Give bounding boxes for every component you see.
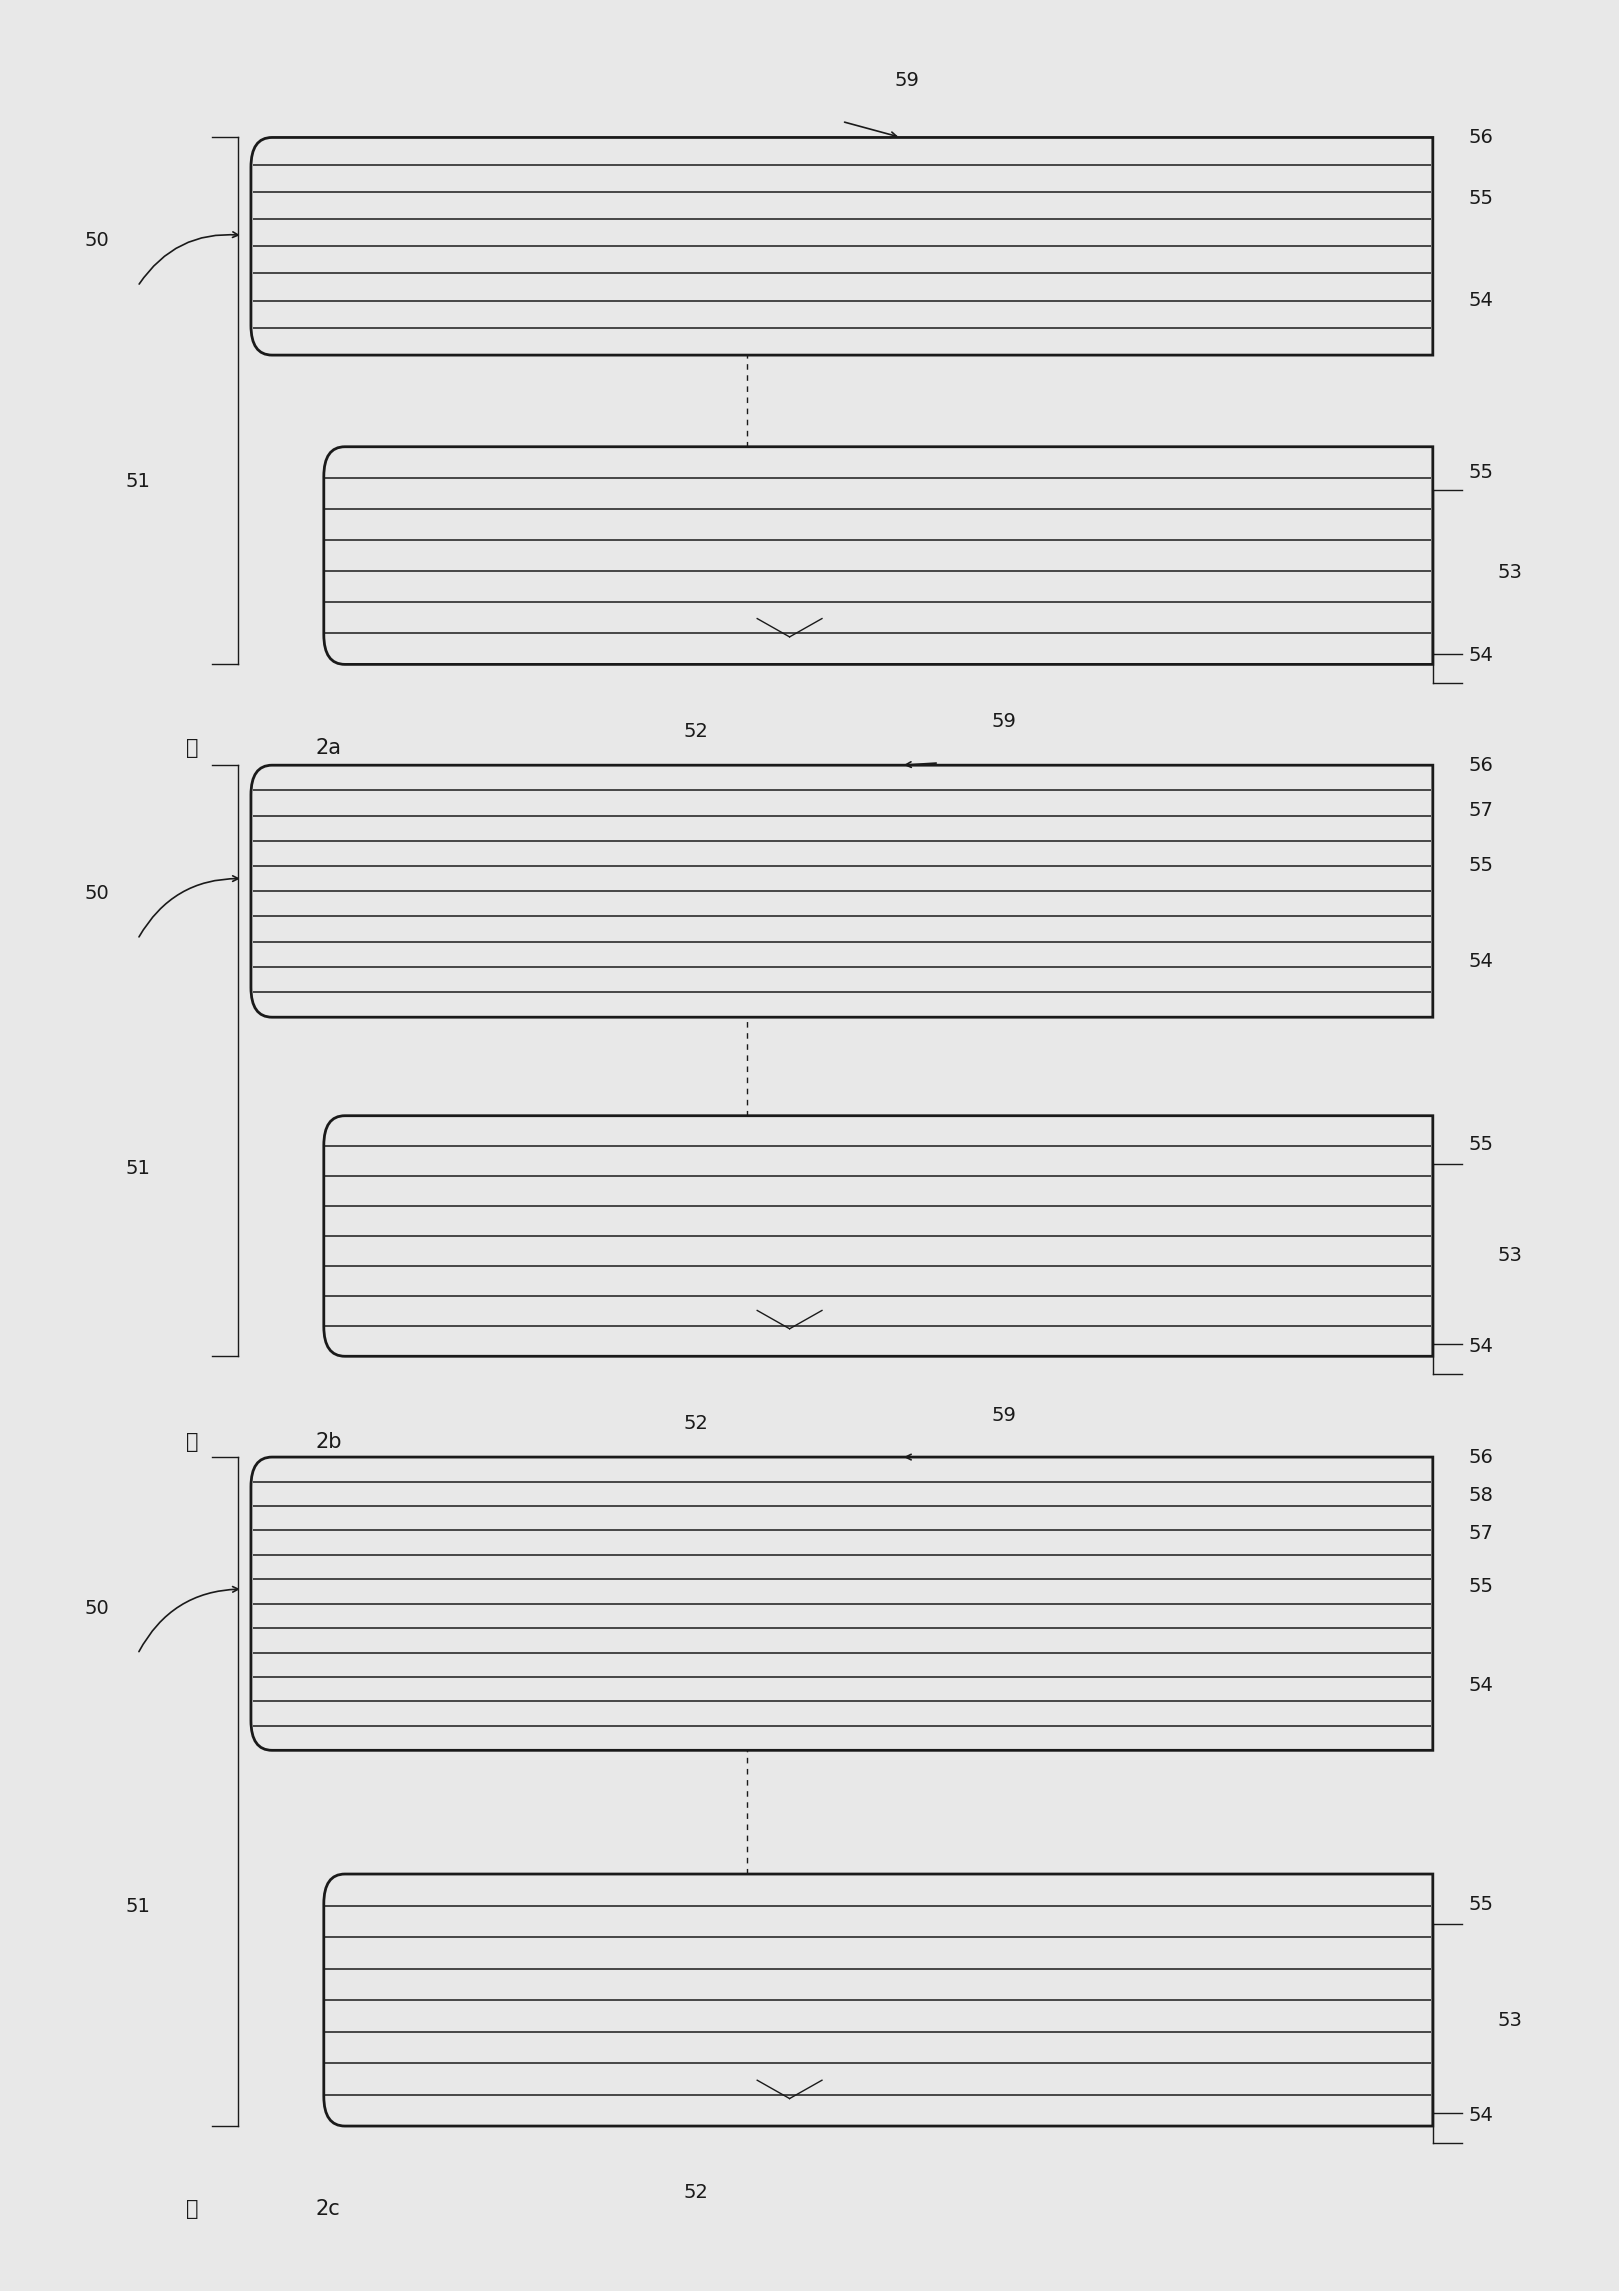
Text: 图: 图 xyxy=(186,2199,199,2220)
Text: 2b: 2b xyxy=(316,1432,342,1452)
Text: 50: 50 xyxy=(84,884,110,903)
Text: 53: 53 xyxy=(1498,564,1522,582)
Text: 56: 56 xyxy=(1468,128,1493,147)
Text: 55: 55 xyxy=(1468,188,1493,208)
Text: 52: 52 xyxy=(683,1414,709,1432)
Text: 50: 50 xyxy=(84,231,110,250)
Text: 50: 50 xyxy=(84,1599,110,1617)
Text: 54: 54 xyxy=(1468,291,1493,309)
Text: 51: 51 xyxy=(126,472,151,490)
Text: 2a: 2a xyxy=(316,738,342,758)
Text: 2c: 2c xyxy=(316,2199,340,2220)
Text: 54: 54 xyxy=(1468,1338,1493,1356)
Text: 56: 56 xyxy=(1468,1448,1493,1466)
Text: 图: 图 xyxy=(186,1432,199,1452)
Text: 图: 图 xyxy=(186,738,199,758)
Text: 57: 57 xyxy=(1468,1524,1493,1542)
Text: 59: 59 xyxy=(894,71,920,89)
Text: 59: 59 xyxy=(991,1407,1017,1425)
Text: 52: 52 xyxy=(683,722,709,740)
Text: 54: 54 xyxy=(1468,646,1493,664)
Text: 55: 55 xyxy=(1468,1134,1493,1155)
Text: 54: 54 xyxy=(1468,2105,1493,2126)
Text: 56: 56 xyxy=(1468,756,1493,774)
Text: 57: 57 xyxy=(1468,802,1493,820)
Text: 54: 54 xyxy=(1468,1677,1493,1695)
Text: 55: 55 xyxy=(1468,1576,1493,1595)
Text: 59: 59 xyxy=(991,713,1017,731)
Text: 53: 53 xyxy=(1498,1246,1522,1265)
Text: 51: 51 xyxy=(126,1159,151,1178)
Text: 52: 52 xyxy=(683,2183,709,2202)
Text: 58: 58 xyxy=(1468,1485,1493,1505)
Text: 55: 55 xyxy=(1468,1895,1493,1913)
Text: 54: 54 xyxy=(1468,953,1493,971)
Text: 51: 51 xyxy=(126,1897,151,1915)
Text: 55: 55 xyxy=(1468,463,1493,483)
Text: 55: 55 xyxy=(1468,857,1493,875)
Text: 53: 53 xyxy=(1498,2011,1522,2030)
